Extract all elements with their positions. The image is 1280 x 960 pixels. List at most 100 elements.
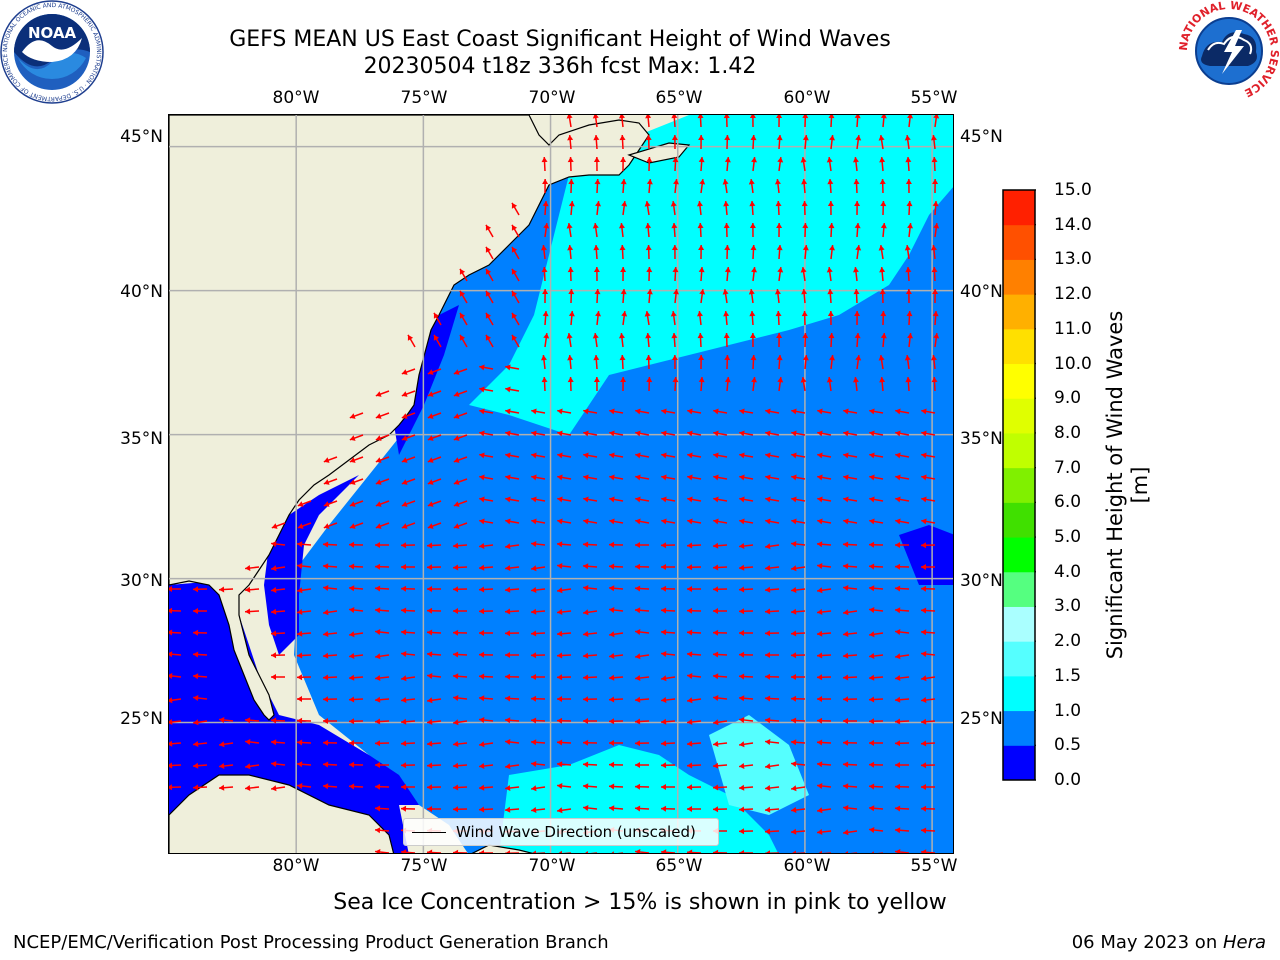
wave-arrow-head bbox=[791, 408, 797, 415]
wave-arrow-head bbox=[427, 806, 432, 812]
wave-arrow-head bbox=[843, 652, 849, 659]
colorbar-segment bbox=[1003, 537, 1035, 573]
colorbar-segment bbox=[1003, 398, 1035, 434]
wave-arrow-head bbox=[765, 543, 771, 550]
wave-arrow-head bbox=[697, 223, 704, 229]
wave-arrow-head bbox=[713, 695, 719, 701]
wave-arrow-head bbox=[661, 805, 667, 812]
wave-arrow-head bbox=[193, 673, 199, 680]
wave-arrow-head bbox=[511, 224, 518, 231]
wave-arrow-head bbox=[635, 430, 641, 437]
wave-arrow-head bbox=[791, 608, 797, 615]
wave-arrow-head bbox=[505, 695, 511, 702]
wave-arrow-head bbox=[323, 523, 330, 529]
wave-arrow-head bbox=[401, 523, 408, 529]
colorbar-tick-label: 1.0 bbox=[1054, 700, 1082, 721]
wave-arrow-head bbox=[557, 630, 563, 637]
wave-arrow-head bbox=[169, 651, 173, 658]
wave-arrow-head bbox=[169, 762, 173, 769]
wave-arrow-head bbox=[907, 333, 914, 339]
wave-arrow-head bbox=[609, 805, 615, 812]
wave-arrow-head bbox=[765, 496, 771, 503]
wave-arrow-head bbox=[635, 452, 641, 459]
wave-arrow-head bbox=[532, 850, 536, 853]
wave-arrow-head bbox=[791, 474, 797, 481]
wave-arrow-head bbox=[933, 223, 940, 229]
wave-arrow-head bbox=[791, 717, 797, 724]
wave-arrow-head bbox=[800, 267, 807, 273]
wave-arrow-head bbox=[661, 430, 667, 437]
wave-arrow-head bbox=[802, 223, 809, 229]
wave-arrow-head bbox=[479, 408, 485, 415]
wave-arrow-head bbox=[583, 452, 589, 459]
wave-arrow-head bbox=[618, 333, 625, 339]
wave-arrow-head bbox=[592, 115, 599, 119]
wave-arrow-head bbox=[739, 695, 745, 702]
wave-arrow-head bbox=[169, 673, 173, 679]
wave-arrow-shaft bbox=[850, 852, 857, 853]
wave-arrow-head bbox=[566, 333, 573, 339]
lat-label-left-30n: 30°N bbox=[120, 571, 163, 591]
wave-arrow-head bbox=[401, 391, 408, 397]
wave-arrow-head bbox=[505, 785, 511, 791]
wave-arrow-head bbox=[609, 452, 615, 459]
wave-arrow-head bbox=[791, 541, 797, 547]
wave-arrow-head bbox=[592, 333, 599, 339]
noaa-logo: NATIONAL OCEANIC AND ATMOSPHERIC ADMINIS… bbox=[0, 0, 104, 104]
wave-arrow-head bbox=[427, 651, 433, 658]
wave-arrow-head bbox=[895, 805, 901, 812]
wave-arrow-head bbox=[245, 586, 251, 593]
wave-arrow-head bbox=[713, 651, 719, 658]
wave-arrow-head bbox=[852, 267, 859, 273]
wave-arrow-head bbox=[609, 783, 615, 790]
wave-arrow-shaft bbox=[617, 852, 623, 853]
wave-arrow-head bbox=[531, 608, 537, 615]
wave-arrow-head bbox=[511, 312, 518, 319]
wave-arrow-head bbox=[479, 518, 485, 525]
lon-label-top-65w: 65°W bbox=[655, 88, 703, 108]
wave-arrow-head bbox=[169, 607, 173, 614]
wave-arrow-head bbox=[427, 479, 434, 485]
wave-arrow-head bbox=[921, 408, 927, 415]
wave-arrow-head bbox=[739, 564, 745, 571]
wave-arrow-head bbox=[505, 430, 511, 437]
wave-arrow-head bbox=[724, 267, 731, 273]
wave-arrow-head bbox=[765, 565, 771, 571]
wave-arrow-head bbox=[672, 157, 679, 163]
wave-arrow-head bbox=[687, 564, 693, 571]
wave-arrow-head bbox=[921, 607, 927, 614]
wave-arrow-head bbox=[776, 135, 783, 141]
wave-arrow-head bbox=[869, 827, 875, 833]
wave-arrow-head bbox=[748, 179, 755, 185]
wave-arrow-head bbox=[479, 763, 485, 769]
wave-arrow-head bbox=[567, 355, 574, 361]
lon-label-top-60w: 60°W bbox=[783, 88, 831, 108]
wave-arrow-head bbox=[505, 565, 511, 571]
wave-arrow-head bbox=[817, 609, 823, 615]
cuba-land bbox=[169, 774, 395, 853]
wave-arrow-head bbox=[323, 501, 330, 507]
wave-arrow-head bbox=[661, 542, 667, 549]
wave-arrow-head bbox=[620, 179, 627, 185]
colorbar-segment bbox=[1003, 467, 1035, 503]
wave-arrow-head bbox=[593, 267, 600, 273]
wave-arrow-head bbox=[245, 785, 251, 791]
wave-arrow-head bbox=[297, 541, 303, 548]
wave-arrow-head bbox=[687, 784, 693, 791]
wave-arrow-head bbox=[869, 607, 875, 613]
wave-arrow-head bbox=[817, 652, 823, 659]
wave-arrow-head bbox=[855, 135, 862, 141]
wave-arrow-head bbox=[895, 607, 901, 614]
wave-arrow-head bbox=[271, 630, 277, 637]
wave-arrow-head bbox=[453, 523, 460, 529]
lat-label-right-25n: 25°N bbox=[960, 709, 1003, 729]
wave-arrow-head bbox=[557, 761, 563, 768]
map-panel bbox=[168, 114, 954, 854]
colorbar-tick-label: 12.0 bbox=[1054, 284, 1092, 305]
wave-arrow-head bbox=[557, 408, 563, 415]
wave-arrow-head bbox=[661, 452, 667, 459]
wave-arrow-head bbox=[817, 408, 823, 415]
wave-arrow-head bbox=[505, 543, 511, 550]
wave-arrow-head bbox=[921, 542, 927, 549]
wave-arrow-head bbox=[869, 805, 875, 812]
